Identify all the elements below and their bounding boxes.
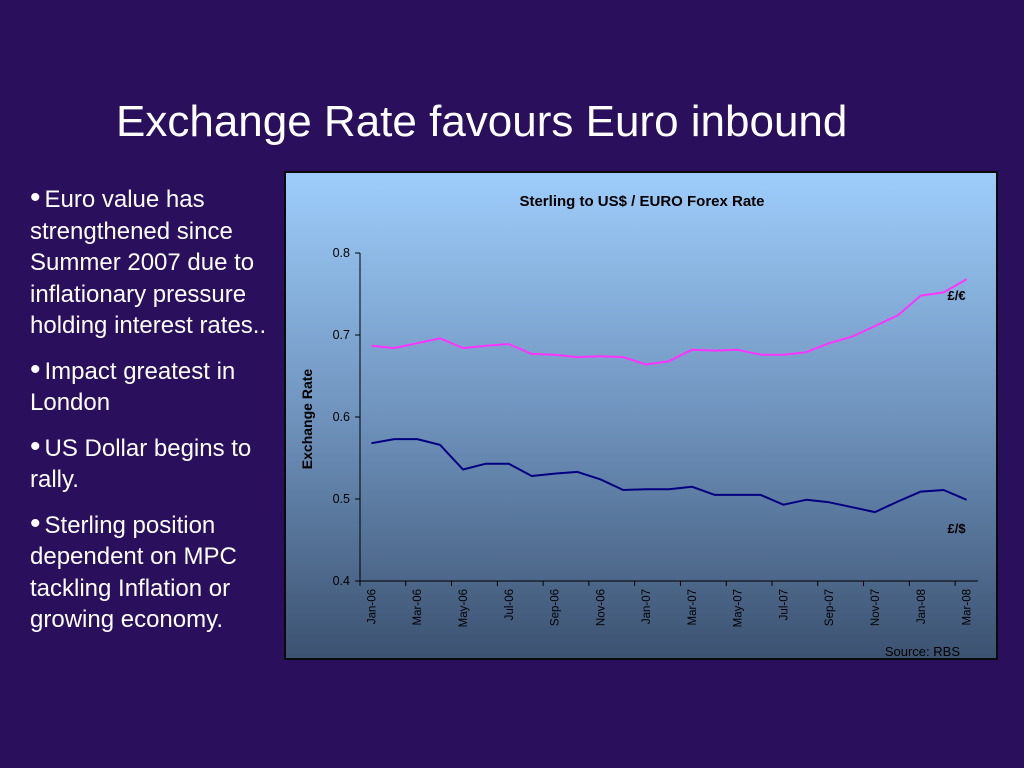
bullet-text: Sterling position dependent on MPC tackl… xyxy=(30,511,237,634)
bullet-item: • Euro value has strengthened since Summe… xyxy=(30,182,270,342)
x-tick-label: Sep-06 xyxy=(550,589,562,626)
x-tick-label: Mar-06 xyxy=(412,589,424,625)
x-tick-label: May-06 xyxy=(458,589,470,627)
forex-chart: Sterling to US$ / EURO Forex Rate Exchan… xyxy=(284,171,998,660)
bullet-text: Impact greatest in London xyxy=(30,357,236,417)
x-tick-label: Nov-07 xyxy=(870,589,882,626)
y-tick-label: 0.5 xyxy=(333,492,350,506)
y-tick-label: 0.4 xyxy=(333,574,350,588)
x-tick-label: Jan-07 xyxy=(641,589,653,624)
x-tick-label: Sep-07 xyxy=(824,589,836,626)
series-label: £/€ xyxy=(948,288,966,303)
x-tick-label: Jan-06 xyxy=(366,589,378,624)
y-tick-label: 0.8 xyxy=(333,246,350,260)
x-tick-label: May-07 xyxy=(733,589,745,627)
bullet-icon: • xyxy=(30,352,41,386)
series-label: £/$ xyxy=(948,521,967,536)
x-tick-label: Jul-07 xyxy=(778,589,790,620)
series-lines xyxy=(371,278,968,514)
bullet-text: Euro value has strengthened since Summer… xyxy=(30,186,267,339)
bullet-icon: • xyxy=(30,429,41,463)
y-axis-label: Exchange Rate xyxy=(299,369,315,470)
axes: 0.4 0.5 0.6 0.7 0.8 Jan-06 Mar-06 May-06 Jul-06 S… xyxy=(333,246,978,627)
source-label: Source: RBS xyxy=(885,644,960,658)
bullet-item: • Impact greatest in London xyxy=(30,352,270,419)
bullet-icon: • xyxy=(30,181,41,214)
bullet-item: • Sterling position dependent on MPC tack… xyxy=(30,506,270,636)
chart-canvas: Sterling to US$ / EURO Forex Rate Exchan… xyxy=(299,193,978,658)
series-line-1 xyxy=(371,438,967,514)
bullet-item: • US Dollar begins to rally. xyxy=(30,429,270,496)
bullet-icon: • xyxy=(30,506,41,540)
x-tick-label: Nov-06 xyxy=(595,589,607,626)
y-tick-label: 0.7 xyxy=(333,328,350,342)
x-tick-label: Mar-08 xyxy=(962,589,974,625)
bullet-list: • Euro value has strengthened since Summe… xyxy=(30,182,270,648)
slide-title: Exchange Rate favours Euro inbound xyxy=(116,97,848,146)
chart-title: Sterling to US$ / EURO Forex Rate xyxy=(519,193,764,210)
x-tick-label: Jul-06 xyxy=(504,589,516,620)
bullet-text: US Dollar begins to rally. xyxy=(30,434,252,494)
y-tick-label: 0.6 xyxy=(333,410,350,424)
series-line-0 xyxy=(371,278,968,366)
x-tick-label: Mar-07 xyxy=(687,589,699,625)
x-tick-label: Jan-08 xyxy=(916,589,928,624)
